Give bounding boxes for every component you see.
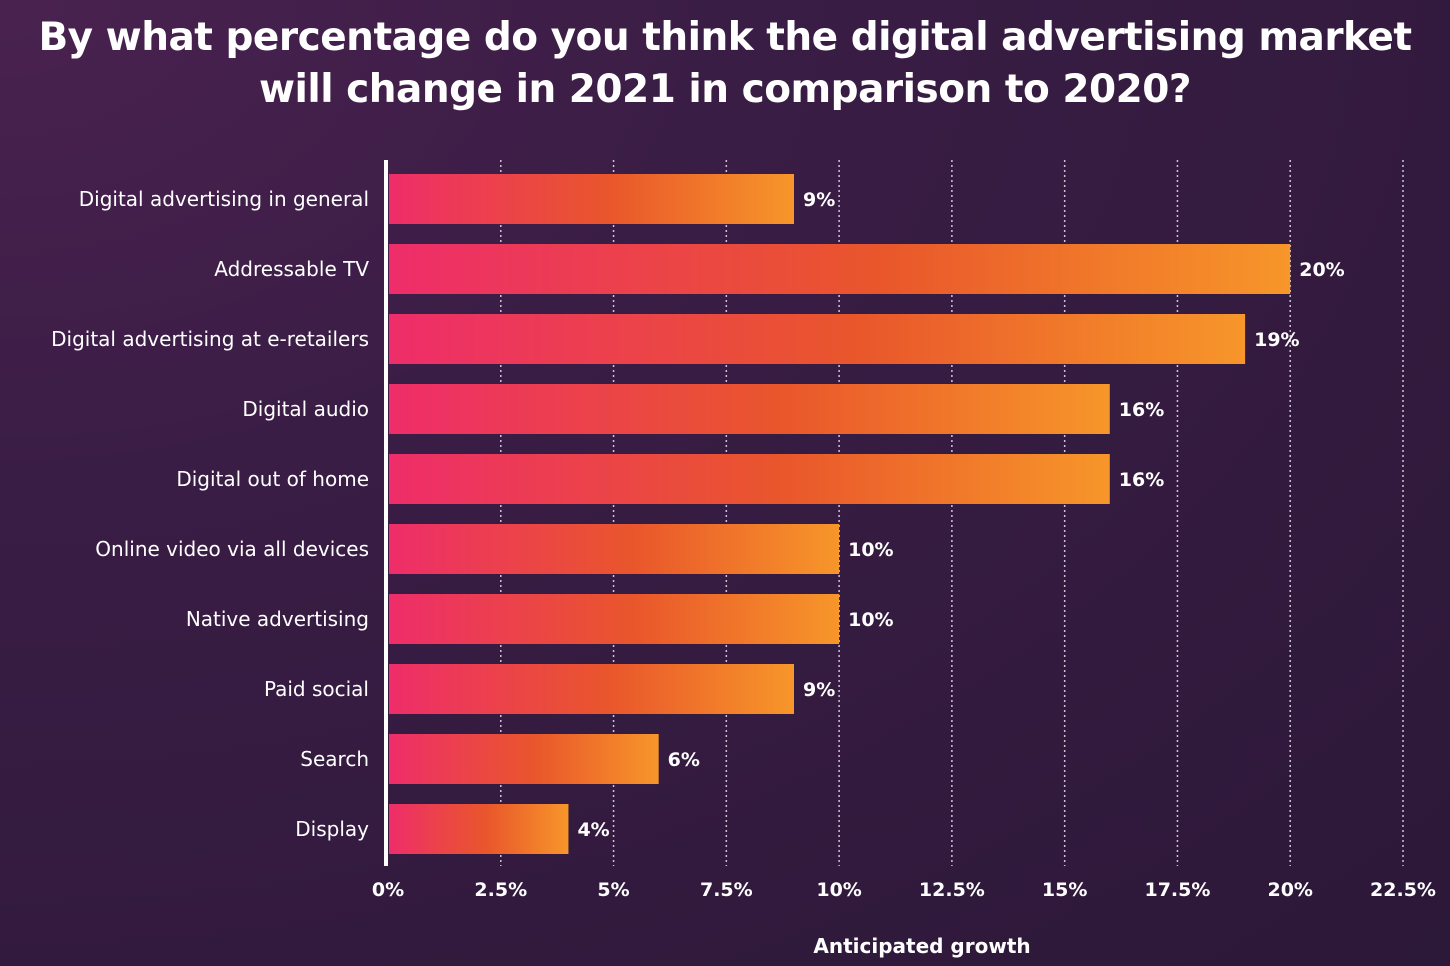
bar [389,384,1110,434]
bars [389,174,1291,854]
x-tick-label: 20% [1267,879,1312,901]
category-label: Online video via all devices [95,537,369,561]
x-tick-label: 7.5% [700,879,753,901]
x-tick-label: 17.5% [1144,879,1210,901]
category-label: Addressable TV [214,257,369,281]
x-axis-title: Anticipated growth [813,934,1030,958]
category-label: Paid social [264,677,369,701]
value-label: 9% [803,679,835,701]
x-tick-label: 5% [597,879,629,901]
x-tick-label: 12.5% [919,879,985,901]
chart-title-line-1: By what percentage do you think the digi… [38,15,1412,60]
value-labels: 9% 20% 19% 16% 16% 10% 10% 9% 6% 4% [577,189,1344,841]
value-label: 10% [848,609,893,631]
category-label: Display [295,817,369,841]
category-label: Digital audio [242,397,369,421]
category-label: Digital advertising in general [79,187,369,211]
bar [389,594,840,644]
value-label: 4% [577,819,609,841]
value-label: 16% [1119,469,1164,491]
value-label: 16% [1119,399,1164,421]
category-label: Digital out of home [176,467,369,491]
bar [389,244,1291,294]
x-tick-label: 10% [816,879,861,901]
bar [389,174,794,224]
chart-title: By what percentage do you think the digi… [0,12,1450,116]
bar [389,664,794,714]
x-tick-label: 0% [372,879,404,901]
bar [389,314,1246,364]
category-label: Digital advertising at e-retailers [51,327,369,351]
value-label: 10% [848,539,893,561]
x-tick-label: 15% [1042,879,1087,901]
bar [389,454,1110,504]
category-label: Search [300,747,369,771]
value-label: 9% [803,189,835,211]
chart-title-line-2: will change in 2021 in comparison to 202… [258,67,1192,112]
bar [389,524,840,574]
category-label: Native advertising [186,607,369,631]
value-label: 6% [668,749,700,771]
value-label: 20% [1299,259,1344,281]
x-tick-label: 2.5% [474,879,527,901]
bar [389,734,659,784]
bar [389,804,569,854]
x-tick-label: 22.5% [1370,879,1436,901]
value-label: 19% [1254,329,1299,351]
x-axis-ticks: 0% 2.5% 5% 7.5% 10% 12.5% 15% 17.5% 20% 22.5% [372,879,1436,901]
category-labels: Digital advertising in general Addressabl… [51,187,369,841]
